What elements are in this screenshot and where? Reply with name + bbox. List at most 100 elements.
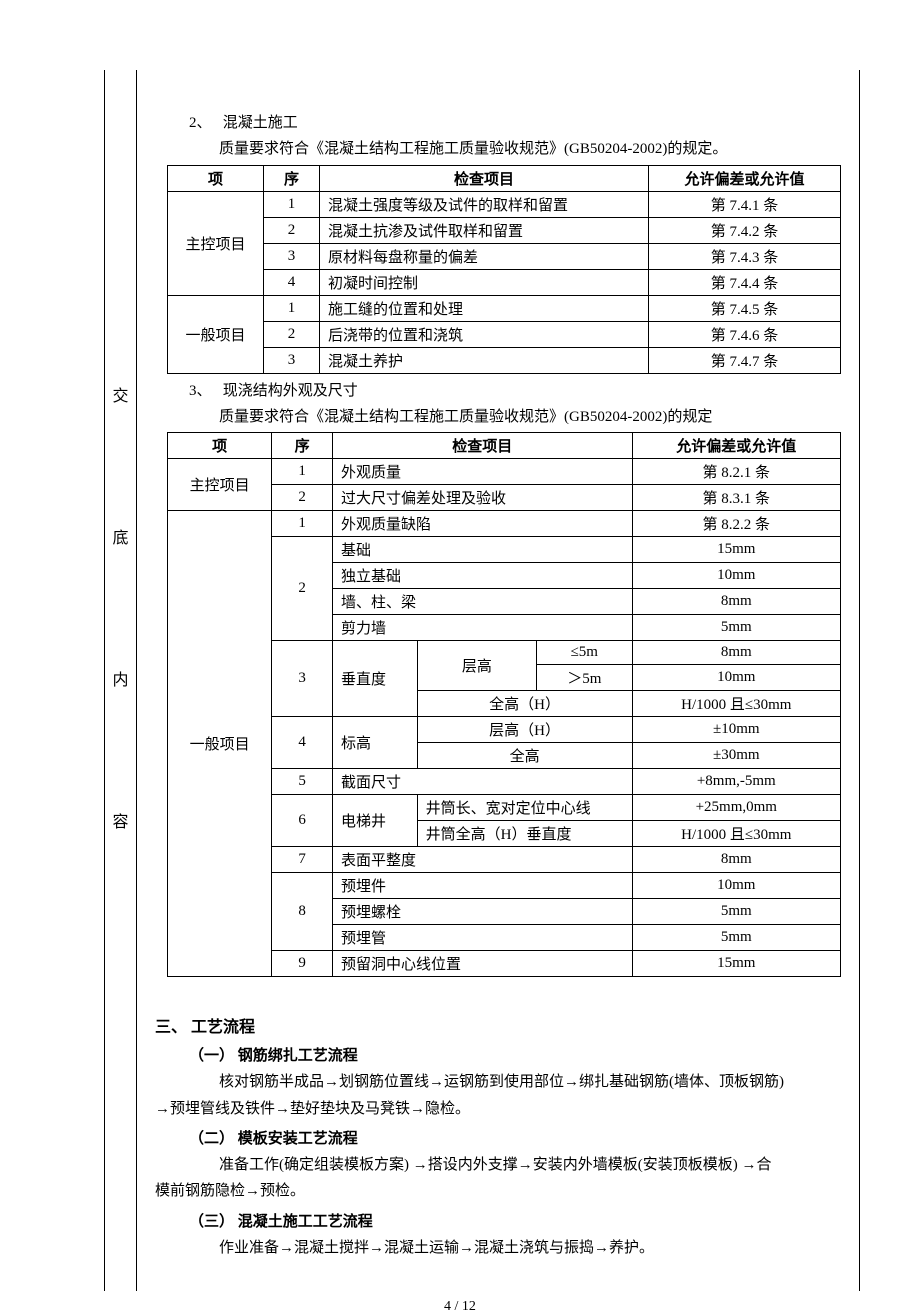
cell-allow: +8mm,-5mm [632,769,840,795]
cell-allow: +25mm,0mm [632,795,840,821]
side-label: 内 [112,666,128,690]
th-seq: 序 [264,165,320,191]
cell-item: 外观质量 [332,459,632,485]
cell-cond: 井筒全高（H）垂直度 [417,821,632,847]
cell-allow: 5mm [632,899,840,925]
cell-seq: 4 [264,269,320,295]
cell-item: 截面尺寸 [332,769,632,795]
section-intro: 质量要求符合《混凝土结构工程施工质量验收规范》(GB50204-2002)的规定 [155,404,841,430]
side-label: 容 [112,808,128,832]
cell-seq: 3 [264,243,320,269]
section-heading: 2、 混凝土施工 [155,110,841,136]
group-label: 主控项目 [168,191,264,295]
cell-item: 原材料每盘称量的偏差 [320,243,649,269]
th-item: 检查项目 [320,165,649,191]
cell-allow: 第 8.2.2 条 [632,511,840,537]
heading-process: 三、 工艺流程 [155,1013,841,1037]
th-seq: 序 [272,433,333,459]
cell-allow: 第 7.4.4 条 [649,269,841,295]
cell-item: 表面平整度 [332,847,632,873]
table-row: 主控项目 1 混凝土强度等级及试件的取样和留置 第 7.4.1 条 [168,191,841,217]
th-allow: 允许偏差或允许值 [649,165,841,191]
main-content: 2、 混凝土施工 质量要求符合《混凝土结构工程施工质量验收规范》(GB50204… [137,70,859,1291]
table-header-row: 项 序 检查项目 允许偏差或允许值 [168,433,841,459]
subheading-rebar: （一） 钢筋绑扎工艺流程 [155,1043,841,1069]
page-number: 4 / 12 [0,1299,920,1315]
cell-seq: 4 [272,717,333,769]
group-label: 一般项目 [168,295,264,373]
table-header-row: 项 序 检查项目 允许偏差或允许值 [168,165,841,191]
th-item: 检查项目 [332,433,632,459]
cell-allow: ±30mm [632,743,840,769]
cell-seq: 2 [264,217,320,243]
cell-item: 预埋管 [332,925,632,951]
cell-seq: 6 [272,795,333,847]
cell-cond: 井筒长、宽对定位中心线 [417,795,632,821]
process-body: 作业准备→混凝土搅拌→混凝土运输→混凝土浇筑与振捣→养护。 [155,1235,841,1261]
cell-sublabel: 层高 [417,641,536,691]
cell-cond: 全高 [417,743,632,769]
cell-item: 过大尺寸偏差处理及验收 [332,485,632,511]
cell-allow: 15mm [632,951,840,977]
cell-item: 施工缝的位置和处理 [320,295,649,321]
section-number: 2、 [189,115,212,131]
cell-label: 电梯井 [332,795,417,847]
section-heading: 3、 现浇结构外观及尺寸 [155,378,841,404]
th-allow: 允许偏差或允许值 [632,433,840,459]
cell-item: 混凝土强度等级及试件的取样和留置 [320,191,649,217]
table-row: 主控项目 1 外观质量 第 8.2.1 条 [168,459,841,485]
cell-allow: 第 7.4.5 条 [649,295,841,321]
subheading-concrete: （三） 混凝土施工工艺流程 [155,1209,841,1235]
cell-cond: ＞5m [537,665,633,691]
cell-allow: 8mm [632,847,840,873]
cell-item: 后浇带的位置和浇筑 [320,321,649,347]
cell-allow: 15mm [632,537,840,563]
cell-cond: ≤5m [537,641,633,665]
cell-item: 外观质量缺陷 [332,511,632,537]
cell-allow: 10mm [632,563,840,589]
cell-label: 标高 [332,717,417,769]
table-row: 4 初凝时间控制 第 7.4.4 条 [168,269,841,295]
table-concrete: 项 序 检查项目 允许偏差或允许值 主控项目 1 混凝土强度等级及试件的取样和留… [167,165,841,374]
section-number: 3、 [189,383,212,399]
cell-item: 基础 [332,537,632,563]
cell-allow: 5mm [632,615,840,641]
cell-seq: 3 [272,641,333,717]
table-row: 2 后浇带的位置和浇筑 第 7.4.6 条 [168,321,841,347]
cell-item: 初凝时间控制 [320,269,649,295]
side-label: 底 [112,524,128,548]
cell-item: 预埋螺栓 [332,899,632,925]
cell-allow: 第 8.3.1 条 [632,485,840,511]
cell-cond: 层高（H） [417,717,632,743]
cell-item: 混凝土养护 [320,347,649,373]
th-project: 项 [168,165,264,191]
table-row: 一般项目 1 外观质量缺陷 第 8.2.2 条 [168,511,841,537]
cell-allow: 10mm [632,873,840,899]
cell-allow: 5mm [632,925,840,951]
cell-seq: 1 [264,191,320,217]
process-body: →预埋管线及铁件→垫好垫块及马凳铁→隐检。 [155,1096,841,1122]
cell-allow: 第 7.4.6 条 [649,321,841,347]
cell-allow: 8mm [632,641,840,665]
side-label: 交 [112,382,128,406]
section-title: 现浇结构外观及尺寸 [223,383,358,399]
cell-seq: 3 [264,347,320,373]
cell-seq: 5 [272,769,333,795]
table-row: 2 混凝土抗渗及试件取样和留置 第 7.4.2 条 [168,217,841,243]
cell-item: 剪力墙 [332,615,632,641]
cell-item: 墙、柱、梁 [332,589,632,615]
cell-seq: 2 [264,321,320,347]
cell-item: 预埋件 [332,873,632,899]
page-frame: 交 底 内 容 2、 混凝土施工 质量要求符合《混凝土结构工程施工质量验收规范》… [104,70,860,1291]
cell-seq: 9 [272,951,333,977]
table-row: 3 混凝土养护 第 7.4.7 条 [168,347,841,373]
cell-seq: 1 [264,295,320,321]
cell-cond: 全高（H） [417,691,632,717]
cell-allow: 第 8.2.1 条 [632,459,840,485]
cell-allow: 第 7.4.2 条 [649,217,841,243]
section-title: 混凝土施工 [223,115,298,131]
cell-seq: 7 [272,847,333,873]
cell-allow: 第 7.4.3 条 [649,243,841,269]
process-body: 准备工作(确定组装模板方案) →搭设内外支撑→安装内外墙模板(安装顶板模板) →… [155,1152,841,1178]
process-body: 模前钢筋隐检→预检。 [155,1178,841,1204]
